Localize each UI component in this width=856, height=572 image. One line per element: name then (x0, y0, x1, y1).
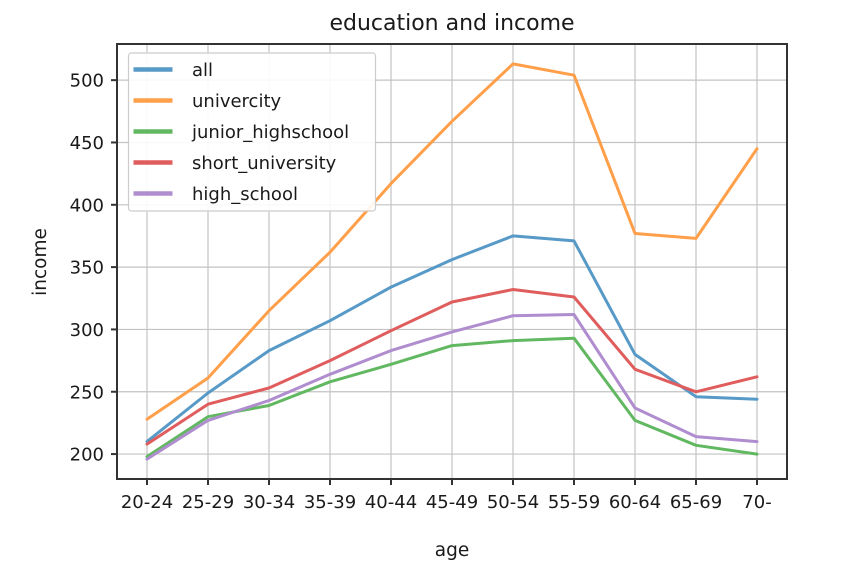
legend-label: univercity (192, 91, 282, 112)
legend: all univercity junior_highschool short_univ… (127, 52, 377, 212)
series-line-univercity (145, 62, 759, 421)
x-tick-label: 50-54 (487, 492, 539, 513)
x-tick-label: 70- (742, 492, 771, 513)
x-tick-label: 45-49 (426, 492, 478, 513)
y-tick-label: 450 (70, 133, 104, 154)
y-tick-label: 500 (70, 71, 104, 92)
legend-label: high_school (192, 184, 298, 205)
legend-frame (127, 52, 377, 212)
x-tick-label: 40-44 (365, 492, 417, 513)
x-tick-label: 60-64 (609, 492, 661, 513)
legend-label: junior_highschool (191, 122, 349, 143)
x-tick-label: 35-39 (304, 492, 356, 513)
gridlines (117, 44, 787, 479)
y-tick-label: 200 (70, 445, 104, 466)
legend-entry-univercity: univercity (133, 91, 282, 112)
axes: 20-24 25-29 30-34 35-39 40-44 45-49 50-54 55-59… (70, 43, 788, 513)
legend-entry-high_school: high_school (133, 184, 298, 205)
y-tick-label: 300 (70, 320, 104, 341)
x-tick-label: 20-24 (121, 492, 173, 513)
x-tick-label: 65-69 (670, 492, 722, 513)
legend-entry-junior_highschool: junior_highschool (133, 122, 349, 143)
series-lines (145, 62, 759, 461)
series-line-all (145, 234, 759, 444)
x-tick-label: 30-34 (243, 492, 295, 513)
x-tick-label: 25-29 (182, 492, 234, 513)
legend-label: short_university (192, 153, 337, 174)
series-line-short_university (145, 288, 759, 446)
y-axis-label: income (30, 228, 51, 296)
y-tick-label: 250 (70, 382, 104, 403)
y-tick-label: 400 (70, 195, 104, 216)
legend-entry-all: all (133, 60, 213, 81)
legend-entry-short_university: short_university (133, 153, 337, 174)
series-line-high_school (145, 313, 759, 461)
y-tick-label: 350 (70, 258, 104, 279)
legend-label: all (192, 60, 213, 81)
x-tick-label: 55-59 (548, 492, 600, 513)
chart-title: education and income (329, 11, 574, 36)
series-line-junior_highschool (145, 336, 759, 459)
x-axis-label: age (435, 540, 469, 561)
